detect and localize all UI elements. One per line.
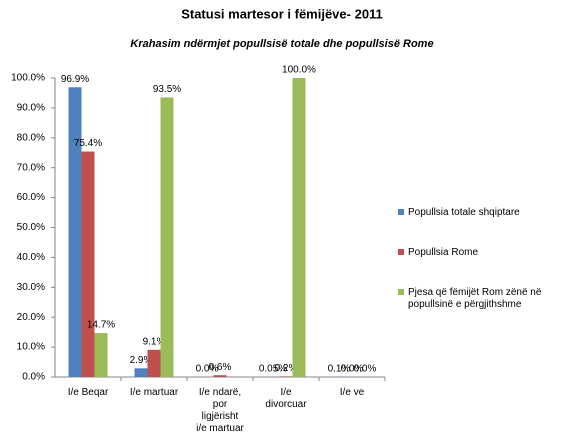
- data-label: 0.2%: [275, 363, 298, 374]
- data-label: 0.0%: [196, 364, 219, 375]
- legend-label: Popullsia Rome: [408, 247, 478, 258]
- data-label: 0.05%: [259, 363, 287, 374]
- y-tick-label: 90.0%: [17, 103, 45, 114]
- x-tick-label: I/e ndarë, por ligjërisht i/e martuar: [196, 387, 244, 434]
- legend-label: Popullsia totale shqiptare: [408, 207, 520, 218]
- data-label: 9.1%: [143, 336, 166, 347]
- bar: [134, 368, 148, 377]
- bar: [94, 333, 108, 377]
- legend-swatch: [398, 289, 404, 295]
- bar: [68, 87, 82, 378]
- legend-swatch: [398, 249, 404, 255]
- data-label: 14.7%: [87, 320, 115, 331]
- data-label: 0.6%: [209, 362, 232, 373]
- x-tick-label: I/e divorcuar: [265, 387, 307, 410]
- bar: [147, 349, 161, 377]
- bar: [279, 376, 293, 377]
- chart-subtitle: Krahasim ndërmjet popullsisë totale dhe …: [130, 38, 433, 50]
- data-label: 93.5%: [153, 84, 181, 95]
- y-tick-label: 20.0%: [17, 312, 45, 323]
- y-tick-label: 30.0%: [17, 282, 45, 293]
- data-label: 0.0%: [341, 364, 364, 375]
- x-tick-label: I/e martuar: [130, 387, 179, 398]
- data-label: 96.9%: [61, 74, 89, 85]
- data-label: 100.0%: [282, 65, 316, 76]
- data-label: 0.1%: [328, 363, 351, 374]
- bar: [292, 78, 306, 377]
- y-tick-label: 50.0%: [17, 222, 45, 233]
- y-tick-label: 80.0%: [17, 132, 45, 143]
- x-tick-label: I/e ve: [340, 387, 365, 398]
- x-tick-label: I/e Beqar: [68, 387, 109, 398]
- legend-swatch: [398, 209, 404, 215]
- data-label: 2.9%: [130, 355, 153, 366]
- y-tick-label: 60.0%: [17, 192, 45, 203]
- data-label: 75.4%: [74, 138, 102, 149]
- y-tick-label: 10.0%: [17, 342, 45, 353]
- y-tick-label: 0.0%: [22, 372, 45, 383]
- bar: [81, 151, 95, 377]
- chart-title: Statusi martesor i fëmijëve- 2011: [181, 6, 383, 21]
- y-tick-label: 70.0%: [17, 162, 45, 173]
- bar: [160, 97, 174, 377]
- y-tick-label: 40.0%: [17, 252, 45, 263]
- y-tick-label: 100.0%: [11, 73, 45, 84]
- legend-label: Pjesa që fëmijët Rom zënë në popullsinë e…: [408, 287, 542, 310]
- data-label: 0.0%: [354, 364, 377, 375]
- bar: [213, 375, 227, 377]
